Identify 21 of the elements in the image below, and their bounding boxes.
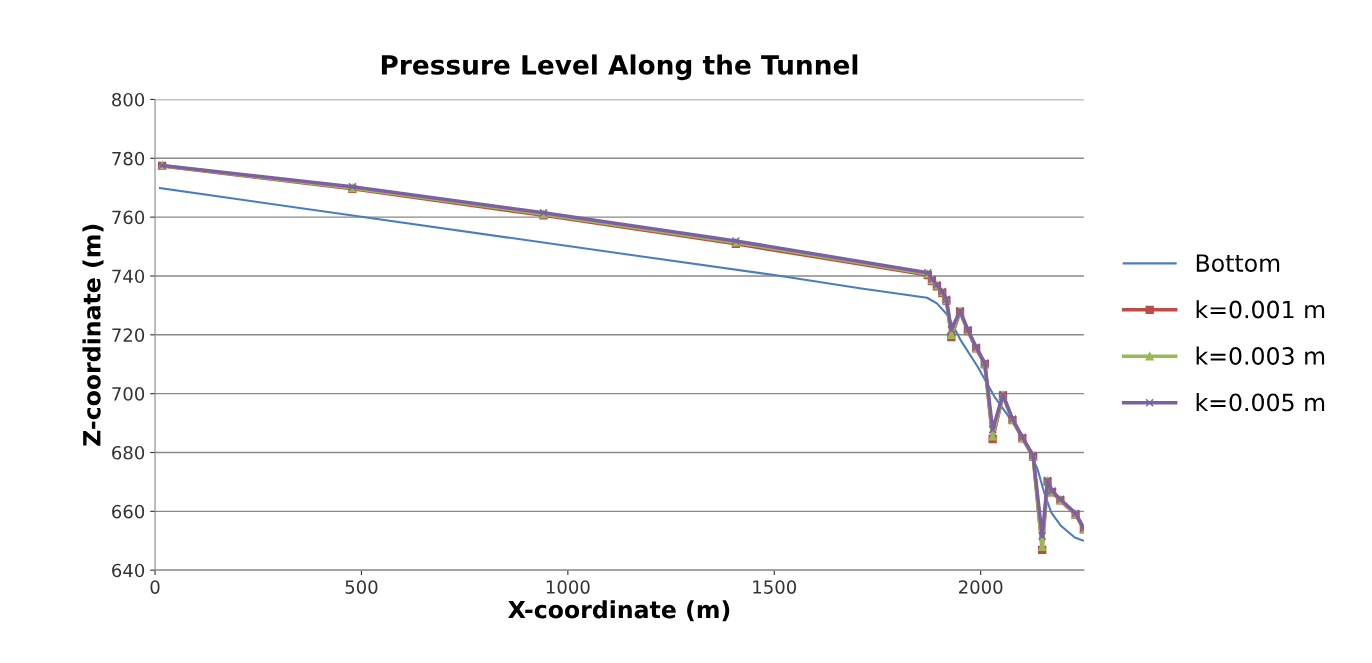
y-axis-title: Z-coordinate (m) xyxy=(82,224,104,446)
y-tick-label: 780 xyxy=(112,151,145,166)
y-tick-label: 740 xyxy=(112,269,145,284)
legend-label: k=0.003 m xyxy=(1196,346,1325,365)
y-tick-label: 660 xyxy=(112,504,145,519)
chart-title: Pressure Level Along the Tunnel xyxy=(381,54,858,81)
y-tick-label: 680 xyxy=(112,445,145,460)
legend-label: Bottom xyxy=(1196,254,1280,272)
y-tick-label: 640 xyxy=(112,563,145,578)
y-tick-label: 720 xyxy=(112,328,145,342)
x-tick-label: 0 xyxy=(150,580,160,594)
x-axis-title: X-coordinate (m) xyxy=(508,600,730,622)
legend-label: k=0.005 m xyxy=(1196,393,1325,412)
y-tick-label: 700 xyxy=(112,387,145,401)
x-tick-label: 2000 xyxy=(959,580,1003,594)
x-tick-label: 1500 xyxy=(753,580,797,594)
x-tick-label: 1000 xyxy=(546,580,590,594)
y-tick-label: 800 xyxy=(112,92,145,107)
legend-label: k=0.001 m xyxy=(1196,300,1325,319)
y-tick-label: 760 xyxy=(112,210,145,225)
x-tick-label: 500 xyxy=(345,580,378,594)
